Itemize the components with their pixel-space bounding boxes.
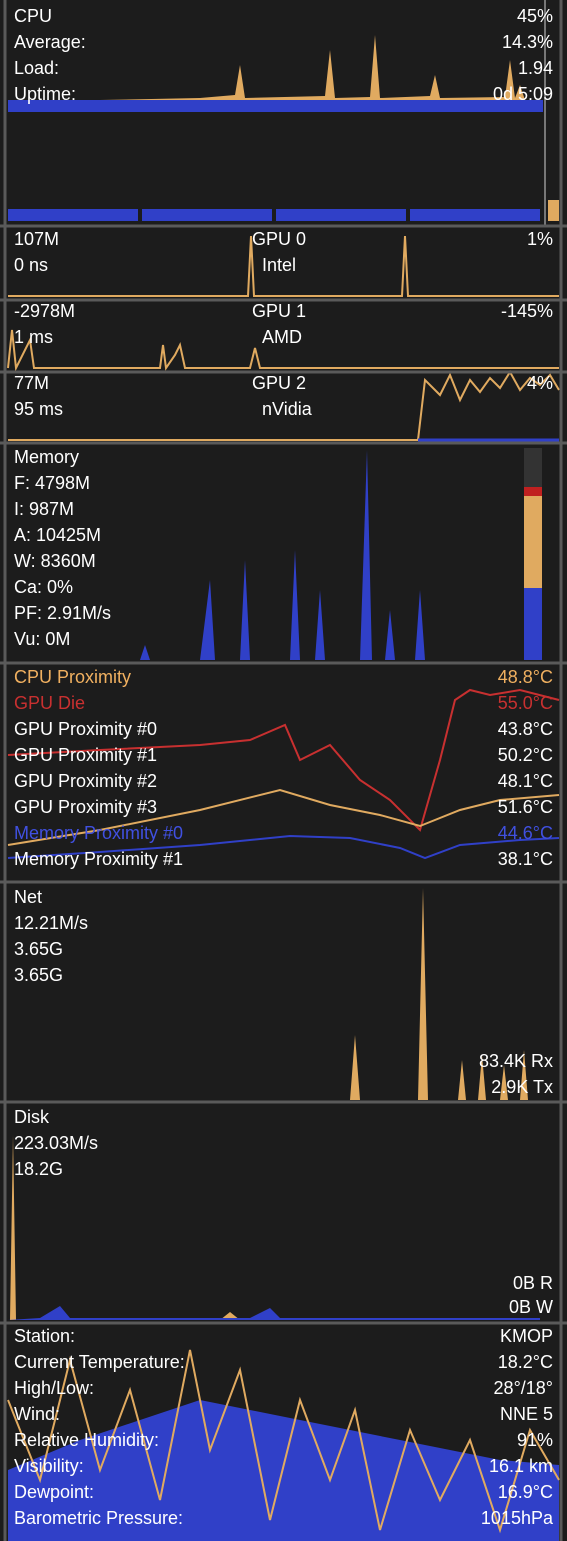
- label: 95 ms: [14, 399, 63, 419]
- label: Vu: 0M: [14, 629, 70, 649]
- label: 4%: [527, 373, 553, 393]
- label: 12.21M/s: [14, 913, 88, 933]
- label: Memory: [14, 447, 79, 467]
- label: 77M: [14, 373, 49, 393]
- label: 0d 5:09: [493, 84, 553, 104]
- label: AMD: [262, 327, 302, 347]
- label: 45%: [517, 6, 553, 26]
- label: 1%: [527, 229, 553, 249]
- label: Uptime:: [14, 84, 76, 104]
- label: Memory Proximity #1: [14, 849, 183, 869]
- label: A: 10425M: [14, 525, 101, 545]
- label: Intel: [262, 255, 296, 275]
- label: Relative Humidity:: [14, 1430, 159, 1450]
- label: 3.65G: [14, 939, 63, 959]
- label: GPU Proximity #3: [14, 797, 157, 817]
- label: 1 ms: [14, 327, 53, 347]
- label: 0 ns: [14, 255, 48, 275]
- label: Station:: [14, 1326, 75, 1346]
- label: nVidia: [262, 399, 313, 419]
- label: GPU Proximity #2: [14, 771, 157, 791]
- label: 0B R: [513, 1273, 553, 1293]
- label: 107M: [14, 229, 59, 249]
- label: 91%: [517, 1430, 553, 1450]
- label: GPU Proximity #0: [14, 719, 157, 739]
- label: GPU 2: [252, 373, 306, 393]
- label: GPU 1: [252, 301, 306, 321]
- labels: CPU 45% Average: 14.3% Load: 1.94 Uptime: 0d 5:…: [14, 6, 554, 1528]
- label: 0B W: [509, 1297, 553, 1317]
- label: 44.6°C: [498, 823, 553, 843]
- label: CPU Proximity: [14, 667, 131, 687]
- label: Load:: [14, 58, 59, 78]
- label: 50.2°C: [498, 745, 553, 765]
- label: -2978M: [14, 301, 75, 321]
- label: Average:: [14, 32, 86, 52]
- label: GPU Die: [14, 693, 85, 713]
- label: 16.9°C: [498, 1482, 553, 1502]
- label: 14.3%: [502, 32, 553, 52]
- label: Net: [14, 887, 42, 907]
- label: KMOP: [500, 1326, 553, 1346]
- label: NNE 5: [500, 1404, 553, 1424]
- label: GPU 0: [252, 229, 306, 249]
- label: 48.8°C: [498, 667, 553, 687]
- label: F: 4798M: [14, 473, 90, 493]
- label: 43.8°C: [498, 719, 553, 739]
- label: CPU: [14, 6, 52, 26]
- label: Disk: [14, 1107, 50, 1127]
- label: 51.6°C: [498, 797, 553, 817]
- label: 3.65G: [14, 965, 63, 985]
- label: 223.03M/s: [14, 1133, 98, 1153]
- label: W: 8360M: [14, 551, 96, 571]
- label: 1.94: [518, 58, 553, 78]
- label: Memory Proximity #0: [14, 823, 183, 843]
- label: 16.1 km: [489, 1456, 553, 1476]
- label: 38.1°C: [498, 849, 553, 869]
- label: 48.1°C: [498, 771, 553, 791]
- label: Barometric Pressure:: [14, 1508, 183, 1528]
- label: -145%: [501, 301, 553, 321]
- label: I: 987M: [14, 499, 74, 519]
- label: Dewpoint:: [14, 1482, 94, 1502]
- label: 18.2G: [14, 1159, 63, 1179]
- label: 18.2°C: [498, 1352, 553, 1372]
- label: 28°/18°: [494, 1378, 553, 1398]
- label: Ca: 0%: [14, 577, 73, 597]
- label: 83.4K Rx: [479, 1051, 553, 1071]
- label: GPU Proximity #1: [14, 745, 157, 765]
- label: High/Low:: [14, 1378, 94, 1398]
- label: 1015hPa: [481, 1508, 554, 1528]
- label: Current Temperature:: [14, 1352, 185, 1372]
- label: 55.0°C: [498, 693, 553, 713]
- label: 2.9K Tx: [491, 1077, 553, 1097]
- label: PF: 2.91M/s: [14, 603, 111, 623]
- label: Visibility:: [14, 1456, 84, 1476]
- label: Wind:: [14, 1404, 60, 1424]
